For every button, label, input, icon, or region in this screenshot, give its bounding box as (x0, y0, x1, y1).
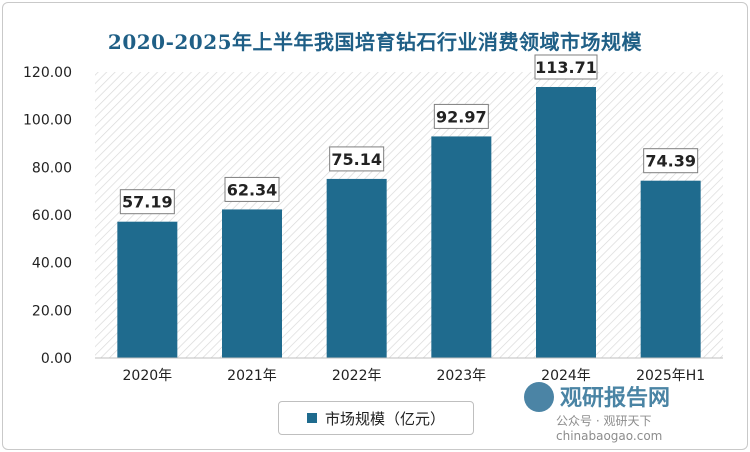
y-axis: 0.00 20.00 40.00 60.00 80.00 100.00 120.00 (23, 65, 72, 367)
x-tick-label: 2022年 (332, 368, 382, 384)
chart-legend: 市场规模（亿元） (278, 401, 474, 435)
bar (117, 221, 178, 358)
legend-label: 市场规模（亿元） (324, 409, 445, 428)
y-tick-label: 0.00 (41, 351, 72, 367)
watermark-logo: 观研报告网 (560, 386, 671, 411)
bar (222, 209, 282, 358)
y-tick-label: 20.00 (32, 303, 72, 319)
bar (431, 136, 492, 358)
y-tick-label: 60.00 (32, 208, 72, 224)
y-tick-label: 100.00 (23, 113, 72, 129)
watermark-subtext: 公众号 · 观研天下 chinabaogao.com (556, 414, 663, 443)
data-label-box (329, 146, 385, 172)
bar (326, 178, 387, 358)
data-label-box (119, 189, 175, 215)
y-tick-label: 120.00 (23, 65, 72, 81)
y-tick-label: 40.00 (32, 256, 72, 272)
x-tick-label: 2025年H1 (636, 368, 705, 384)
data-label-box (433, 103, 489, 129)
data-label: 57.19 (122, 193, 173, 212)
bar (536, 86, 596, 359)
bars (117, 86, 701, 359)
data-label-box (643, 148, 699, 174)
data-label: 92.97 (436, 107, 487, 126)
data-label: 75.14 (331, 150, 382, 169)
x-tick-label: 2024年 (541, 368, 591, 384)
data-label-box (224, 176, 280, 202)
watermark-logo-icon (524, 382, 554, 412)
data-label: 62.34 (227, 180, 278, 199)
x-axis: 2020年 2021年 2022年 2023年 2024年 2025年H1 (95, 357, 723, 384)
bar (640, 180, 701, 358)
data-label: 113.71 (535, 58, 597, 77)
data-labels: 57.19 62.34 75.14 92.97 113.71 74.39 (119, 54, 699, 215)
legend-swatch (306, 413, 317, 423)
x-tick-label: 2023年 (437, 368, 487, 384)
data-label-box (534, 54, 598, 80)
y-tick-label: 80.00 (32, 160, 72, 176)
data-label: 74.39 (645, 152, 696, 171)
x-tick-label: 2020年 (123, 368, 173, 384)
plot-area (95, 72, 723, 358)
x-tick-label: 2021年 (227, 368, 277, 384)
chart-title: 2020-2025年上半年我国培育钻石行业消费领域市场规模 (107, 30, 643, 54)
